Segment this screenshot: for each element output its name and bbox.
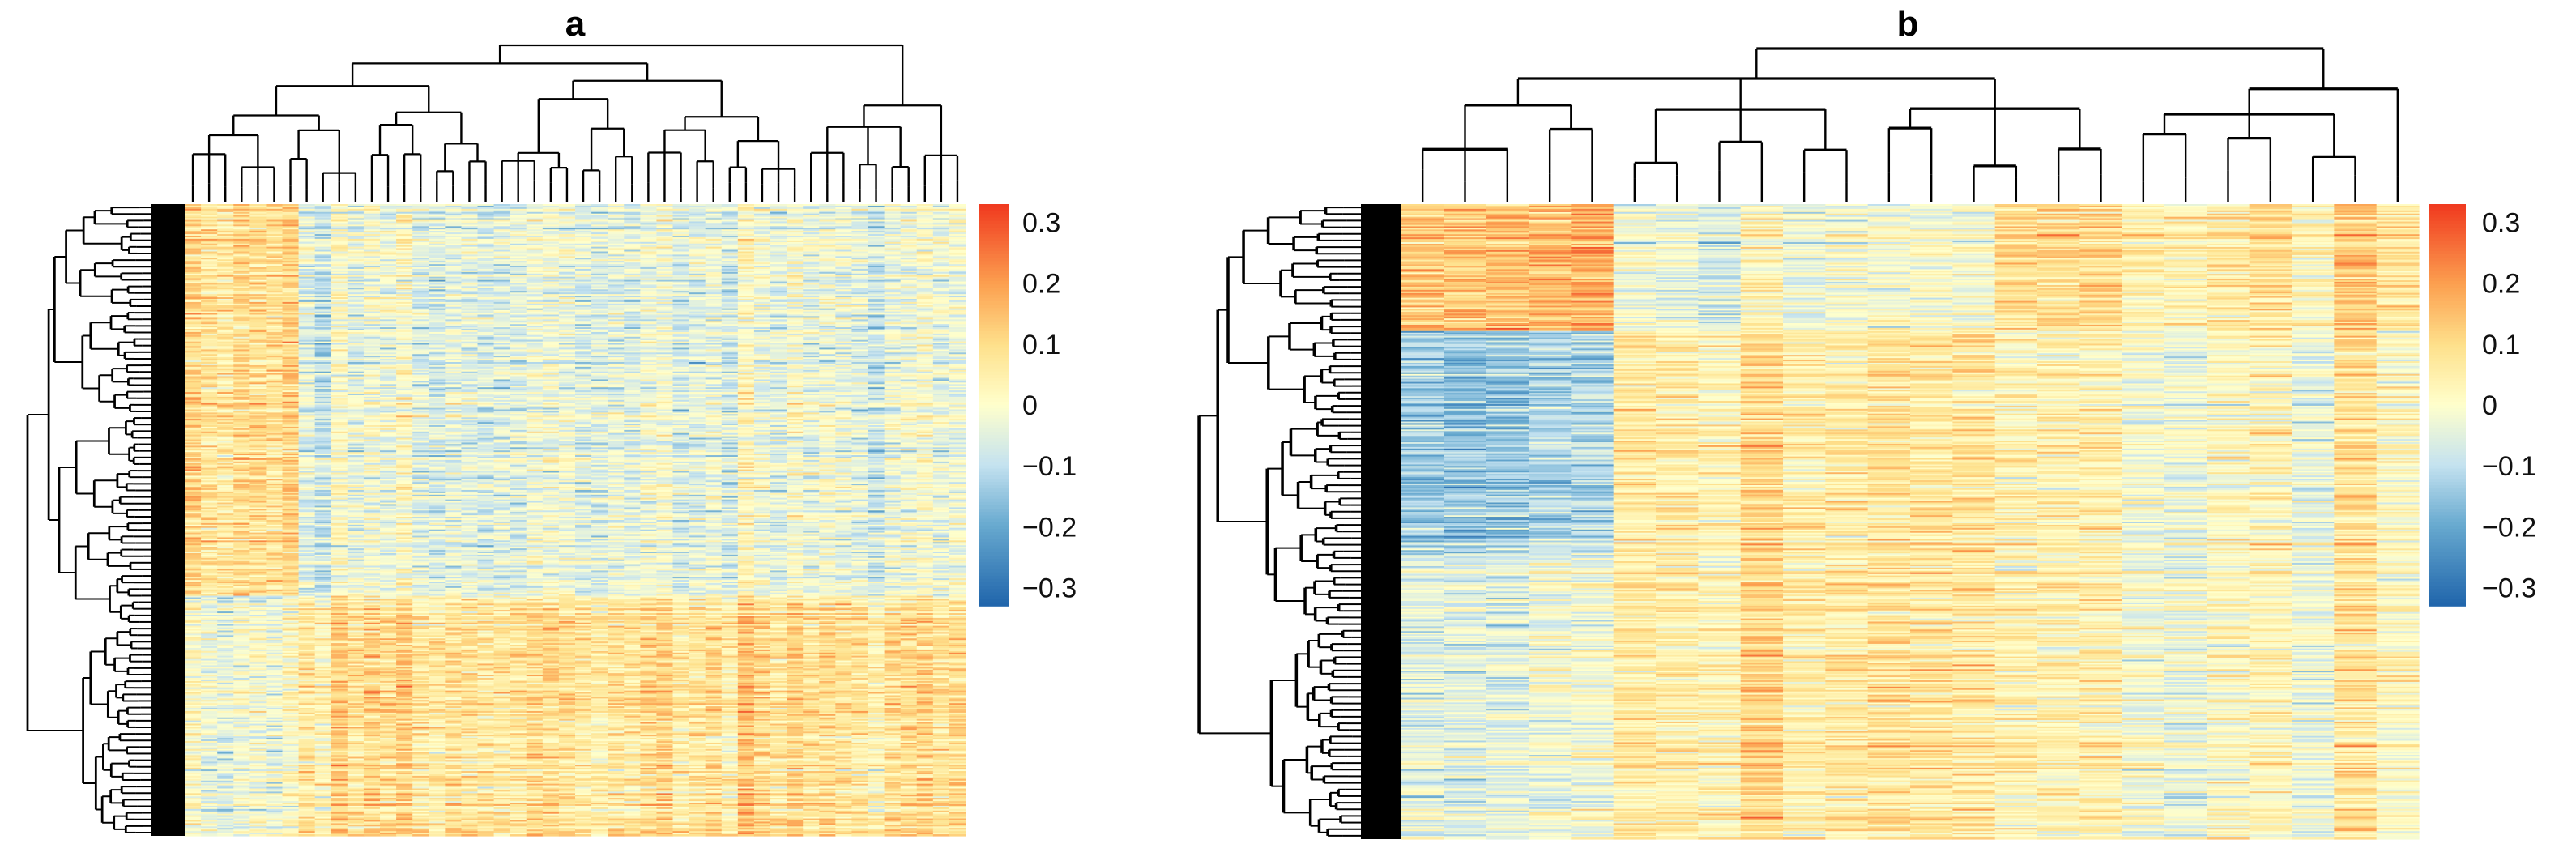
panel-label-a: a (565, 4, 586, 44)
heatmap-cells-a (185, 204, 966, 837)
heatmap-panel-a: a 0.30.20.10−0.1−0.2−0.3 (28, 4, 1077, 837)
column-dendrogram-a (193, 45, 957, 202)
row-dendrogram-a (28, 207, 151, 833)
figure: a 0.30.20.10−0.1−0.2−0.3 b 0.30.20.10−0.… (0, 0, 2576, 865)
row-labels-a (151, 204, 185, 836)
